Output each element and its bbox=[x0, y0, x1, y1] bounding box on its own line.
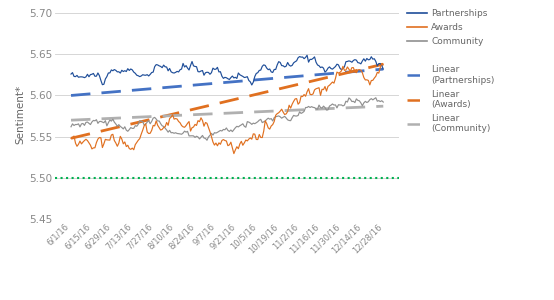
Y-axis label: Sentiment*: Sentiment* bbox=[15, 84, 25, 144]
Legend: Partnerships, Awards, Community, , Linear
(Partnerships), Linear
(Awards), Linea: Partnerships, Awards, Community, , Linea… bbox=[407, 9, 495, 133]
